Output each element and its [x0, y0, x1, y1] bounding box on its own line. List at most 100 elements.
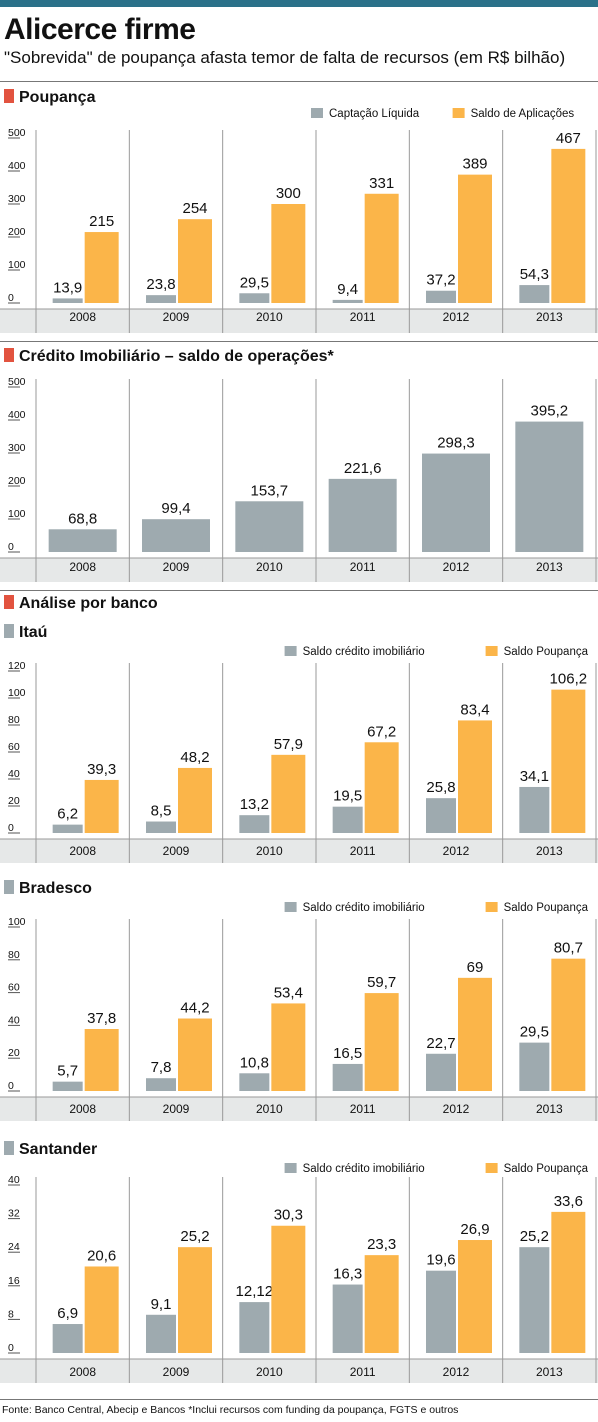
- data-label: 67,2: [367, 723, 396, 740]
- bar: [52, 824, 83, 833]
- bar: [52, 298, 83, 303]
- category-label: 2011: [350, 1365, 376, 1379]
- data-label: 7,8: [151, 1059, 172, 1076]
- data-label: 16,3: [333, 1266, 362, 1283]
- data-label: 300: [276, 185, 301, 202]
- category-label: 2009: [163, 844, 190, 858]
- bar: [84, 1266, 119, 1353]
- bar: [271, 1225, 306, 1353]
- data-label: 389: [462, 156, 487, 173]
- bar: [239, 1302, 270, 1353]
- data-label: 6,2: [57, 806, 78, 823]
- section-label: Crédito Imobiliário – saldo de operações…: [19, 348, 334, 365]
- bar: [178, 219, 212, 303]
- y-tick-label: 80: [8, 714, 20, 726]
- legend-label: Saldo de Aplicações: [471, 108, 575, 120]
- category-label: 2012: [443, 560, 470, 574]
- y-tick-label: 0: [8, 822, 14, 834]
- y-tick-label: 0: [8, 1080, 14, 1092]
- bar: [178, 1247, 212, 1353]
- category-label: 2013: [536, 560, 563, 574]
- category-label: 2009: [163, 1365, 190, 1379]
- data-label: 83,4: [460, 701, 489, 718]
- bar: [458, 720, 492, 833]
- data-label: 54,3: [520, 266, 549, 283]
- bar: [332, 1063, 363, 1091]
- bar: [422, 453, 490, 552]
- section-label: Poupança: [19, 89, 96, 106]
- category-label: 2013: [536, 310, 563, 324]
- y-tick-label: 20: [8, 1047, 20, 1059]
- bar: [364, 193, 399, 303]
- section-marker-icon: [4, 624, 14, 638]
- bar: [426, 1270, 456, 1353]
- bar: [84, 779, 119, 833]
- bar: [271, 1003, 306, 1091]
- category-label: 2009: [163, 1102, 190, 1116]
- bar: [52, 1081, 83, 1091]
- category-label: 2011: [350, 844, 376, 858]
- category-label: 2009: [163, 560, 190, 574]
- page-title: Alicerce firme: [4, 13, 196, 46]
- y-tick-label: 32: [8, 1208, 20, 1220]
- data-label: 37,2: [426, 272, 455, 289]
- y-tick-label: 500: [8, 127, 26, 139]
- data-label: 6,9: [57, 1305, 78, 1322]
- bar: [519, 1247, 550, 1353]
- y-tick-label: 24: [8, 1241, 20, 1253]
- bar: [271, 754, 306, 833]
- source-footer: Fonte: Banco Central, Abecip e Bancos *I…: [2, 1404, 459, 1416]
- y-tick-label: 80: [8, 949, 20, 961]
- data-label: 12,12: [236, 1283, 274, 1300]
- data-label: 153,7: [251, 482, 289, 499]
- bar: [239, 815, 270, 833]
- bar: [458, 977, 492, 1091]
- legend-label: Saldo Poupança: [504, 646, 589, 658]
- bar: [364, 1255, 399, 1353]
- category-label: 2013: [536, 844, 563, 858]
- category-label: 2011: [350, 560, 376, 574]
- data-label: 19,5: [333, 788, 362, 805]
- data-label: 57,9: [274, 736, 303, 753]
- bar: [239, 293, 270, 303]
- axis-band: [0, 1359, 598, 1383]
- category-label: 2008: [69, 1102, 96, 1116]
- category-label: 2012: [443, 844, 470, 858]
- bar: [519, 786, 550, 833]
- chart-itau: 0 20 40 60 80 100 120 6,2 39,3 2008 8,5 48,2 2009 13,…: [0, 646, 598, 863]
- bar: [332, 299, 363, 303]
- data-label: 30,3: [274, 1207, 303, 1224]
- data-label: 8,5: [151, 803, 172, 820]
- divider: [0, 590, 598, 591]
- legend-label: Saldo Poupança: [504, 902, 589, 914]
- y-tick-label: 100: [8, 508, 26, 520]
- y-tick-label: 0: [8, 1342, 14, 1354]
- section-label: Santander: [19, 1141, 98, 1158]
- section-marker-icon: [4, 348, 14, 362]
- category-label: 2010: [256, 844, 283, 858]
- y-tick-label: 20: [8, 795, 20, 807]
- y-tick-label: 400: [8, 160, 26, 172]
- data-label: 215: [89, 213, 114, 230]
- bar: [84, 1029, 119, 1091]
- section-marker-icon: [4, 880, 14, 894]
- bar: [551, 1211, 586, 1353]
- section-title-bradesco: Bradesco: [4, 880, 92, 898]
- data-label: 9,1: [151, 1296, 172, 1313]
- y-tick-label: 0: [8, 292, 14, 304]
- y-tick-label: 100: [8, 687, 26, 699]
- data-label: 80,7: [554, 940, 583, 957]
- y-tick-label: 500: [8, 376, 26, 388]
- data-label: 16,5: [333, 1045, 362, 1062]
- y-tick-label: 40: [8, 768, 20, 780]
- top-accent-bar: [0, 0, 598, 7]
- axis-band: [0, 558, 598, 582]
- page-subtitle: "Sobrevida" de poupança afasta temor de …: [4, 48, 566, 67]
- legend-swatch: [485, 646, 498, 656]
- data-label: 298,3: [437, 435, 475, 452]
- data-label: 19,6: [426, 1252, 455, 1269]
- bar: [458, 1240, 492, 1353]
- bar: [146, 1078, 176, 1091]
- category-label: 2010: [256, 560, 283, 574]
- section-label: Itaú: [19, 624, 48, 641]
